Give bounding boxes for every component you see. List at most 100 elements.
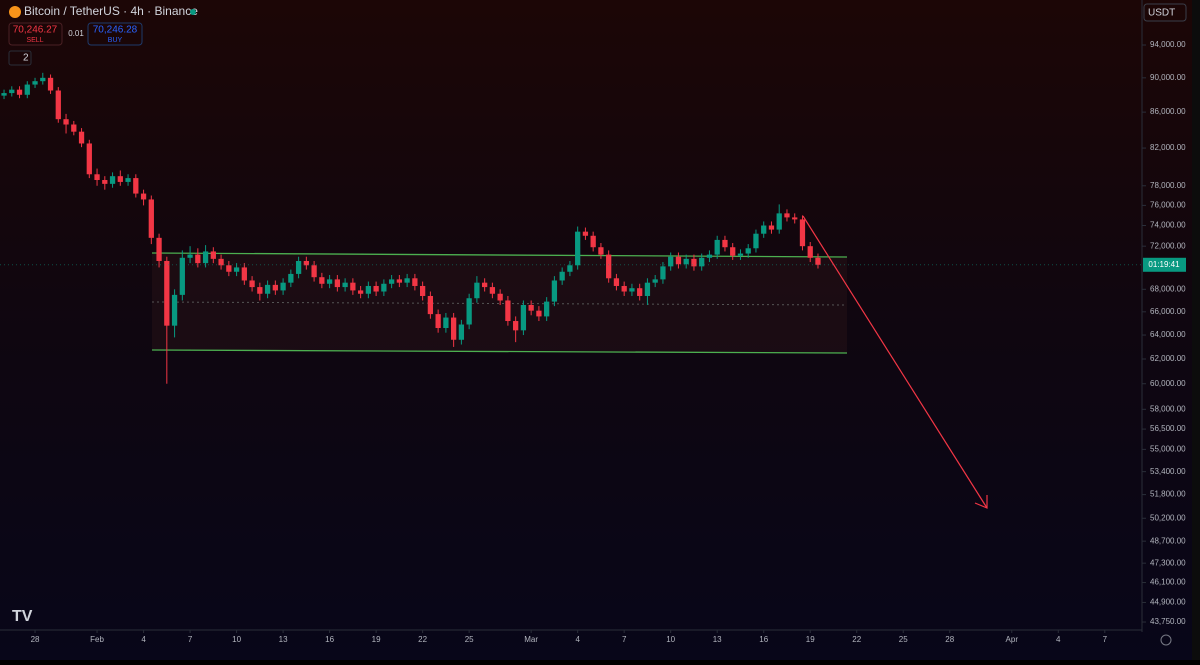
candle-body bbox=[249, 280, 255, 288]
candle-body bbox=[32, 81, 38, 85]
y-tick-label: 64,000.00 bbox=[1150, 330, 1186, 339]
candle-body bbox=[94, 174, 100, 181]
candle-body bbox=[334, 279, 340, 288]
candle-body bbox=[210, 251, 216, 259]
candle-body bbox=[776, 213, 782, 230]
candle-body bbox=[807, 246, 813, 258]
candle-body bbox=[551, 280, 558, 302]
candle-body bbox=[629, 288, 635, 292]
candle-body bbox=[714, 239, 720, 255]
x-tick-label: Mar bbox=[524, 635, 538, 644]
x-tick-label: 28 bbox=[945, 635, 954, 644]
candle-body bbox=[466, 298, 472, 325]
y-tick-label: 68,000.00 bbox=[1150, 284, 1186, 293]
range-mid bbox=[151, 301, 848, 306]
countdown-box bbox=[1143, 257, 1186, 272]
settings-icon[interactable] bbox=[1160, 634, 1172, 646]
x-tick-label: 4 bbox=[141, 635, 146, 644]
x-tick-label: 25 bbox=[899, 635, 908, 644]
candle-body bbox=[319, 277, 325, 284]
candle-body bbox=[505, 300, 511, 322]
candle-body bbox=[660, 266, 666, 280]
arrow-head bbox=[974, 495, 988, 509]
candle-body bbox=[598, 247, 604, 255]
plot bbox=[1, 72, 848, 384]
candle-body bbox=[482, 282, 488, 288]
candle-body bbox=[784, 213, 790, 218]
candle-body bbox=[590, 235, 596, 248]
range-box bbox=[152, 253, 847, 353]
candle-body bbox=[683, 258, 689, 265]
candle-body bbox=[303, 260, 309, 266]
candle-body bbox=[233, 267, 240, 272]
candle-body bbox=[730, 247, 736, 256]
candle-body bbox=[117, 176, 123, 182]
candle-body bbox=[575, 231, 581, 266]
candle-body bbox=[544, 301, 550, 317]
y-tick-label: 51,800.00 bbox=[1150, 490, 1186, 499]
candle-body bbox=[86, 143, 92, 175]
candle-body bbox=[404, 278, 410, 283]
y-tick-label: 94,000.00 bbox=[1150, 40, 1186, 49]
countdown: 01:19:41 bbox=[1148, 260, 1180, 269]
x-tick-label: 10 bbox=[666, 635, 675, 644]
candle-body bbox=[226, 265, 232, 272]
candle-body bbox=[272, 284, 278, 291]
candle-body bbox=[567, 265, 573, 272]
currency-button[interactable] bbox=[1143, 3, 1187, 22]
candle-body bbox=[621, 285, 627, 292]
y-tick-label: 60,000.00 bbox=[1150, 379, 1186, 388]
candle-body bbox=[606, 254, 612, 279]
candle-body bbox=[737, 253, 744, 256]
y-tick-label: 47,300.00 bbox=[1150, 558, 1186, 567]
candle-body bbox=[451, 317, 457, 340]
y-tick-label: 46,100.00 bbox=[1150, 578, 1186, 587]
candle-body bbox=[474, 282, 480, 299]
candle-body bbox=[109, 176, 116, 184]
candle-body bbox=[388, 279, 395, 284]
x-tick-label: 13 bbox=[713, 635, 722, 644]
candle-body bbox=[55, 90, 61, 120]
candle-body bbox=[745, 248, 751, 254]
symbol-title: Bitcoin / TetherUS · 4h · Binance bbox=[24, 4, 198, 18]
y-tick-label: 62,000.00 bbox=[1150, 354, 1186, 363]
candle-body bbox=[179, 257, 185, 295]
candle-body bbox=[536, 310, 542, 317]
coin-icon bbox=[9, 6, 21, 18]
candle-body bbox=[133, 178, 139, 194]
candle-body bbox=[497, 293, 503, 301]
x-tick-label: 7 bbox=[1103, 635, 1108, 644]
x-tick-label: 19 bbox=[806, 635, 815, 644]
sell-button[interactable] bbox=[8, 22, 63, 46]
buy-label: BUY bbox=[108, 37, 123, 44]
candle-body bbox=[489, 287, 496, 294]
candle-body bbox=[435, 314, 441, 328]
candle-body bbox=[419, 285, 426, 296]
candle-body bbox=[396, 279, 403, 283]
candle-body bbox=[373, 285, 379, 292]
candle-body bbox=[280, 282, 286, 291]
candle-body bbox=[637, 288, 643, 296]
candle-body bbox=[187, 254, 193, 258]
candle-body bbox=[47, 77, 54, 91]
candle-body bbox=[792, 217, 798, 220]
candle-body bbox=[78, 131, 85, 144]
range-bottom bbox=[151, 349, 848, 354]
x-tick-label: 13 bbox=[279, 635, 288, 644]
candle-body bbox=[24, 84, 30, 95]
candle-body bbox=[528, 304, 534, 311]
candle-body bbox=[722, 239, 728, 248]
candle-body bbox=[381, 283, 387, 292]
candle-body bbox=[125, 178, 131, 182]
candle-body bbox=[520, 304, 527, 331]
y-tick-label: 90,000.00 bbox=[1150, 73, 1186, 82]
candle-body bbox=[753, 233, 759, 249]
indicator-toggle[interactable] bbox=[8, 50, 32, 66]
candle-body bbox=[40, 77, 46, 82]
candle-body bbox=[63, 119, 69, 125]
candle-body bbox=[652, 279, 658, 283]
buy-button[interactable] bbox=[87, 22, 143, 46]
candle-body bbox=[311, 265, 317, 278]
